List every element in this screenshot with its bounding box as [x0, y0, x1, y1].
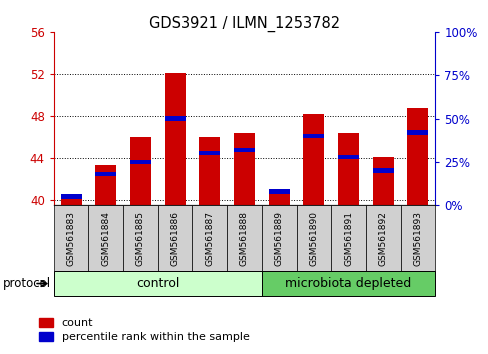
Bar — [199, 151, 220, 155]
Bar — [61, 194, 81, 199]
Text: GSM561885: GSM561885 — [136, 211, 144, 266]
Bar — [95, 172, 116, 176]
Bar — [61, 197, 81, 205]
Text: GSM561893: GSM561893 — [412, 211, 422, 266]
Text: GSM561890: GSM561890 — [309, 211, 318, 266]
Bar — [164, 116, 185, 121]
Bar — [372, 157, 393, 205]
Bar — [337, 155, 358, 159]
Text: protocol: protocol — [2, 277, 50, 290]
Bar — [268, 189, 289, 205]
Bar — [95, 165, 116, 205]
Bar — [130, 137, 151, 205]
Bar — [337, 133, 358, 205]
Bar — [268, 189, 289, 194]
Bar — [130, 160, 151, 164]
Bar — [303, 134, 324, 138]
Text: GSM561887: GSM561887 — [205, 211, 214, 266]
Text: GSM561883: GSM561883 — [66, 211, 76, 266]
Text: control: control — [136, 277, 179, 290]
Bar — [234, 133, 254, 205]
Bar — [303, 114, 324, 205]
Text: GSM561884: GSM561884 — [101, 211, 110, 266]
Text: GSM561886: GSM561886 — [170, 211, 179, 266]
Bar — [372, 169, 393, 173]
Bar — [234, 148, 254, 152]
Text: GSM561889: GSM561889 — [274, 211, 283, 266]
Bar — [164, 73, 185, 205]
Text: GSM561892: GSM561892 — [378, 211, 387, 266]
Text: GDS3921 / ILMN_1253782: GDS3921 / ILMN_1253782 — [149, 16, 339, 32]
Text: microbiota depleted: microbiota depleted — [285, 277, 411, 290]
Bar — [407, 108, 427, 205]
Legend: count, percentile rank within the sample: count, percentile rank within the sample — [35, 314, 253, 347]
Bar — [199, 137, 220, 205]
Bar — [407, 130, 427, 135]
Text: GSM561888: GSM561888 — [240, 211, 248, 266]
Text: GSM561891: GSM561891 — [344, 211, 352, 266]
